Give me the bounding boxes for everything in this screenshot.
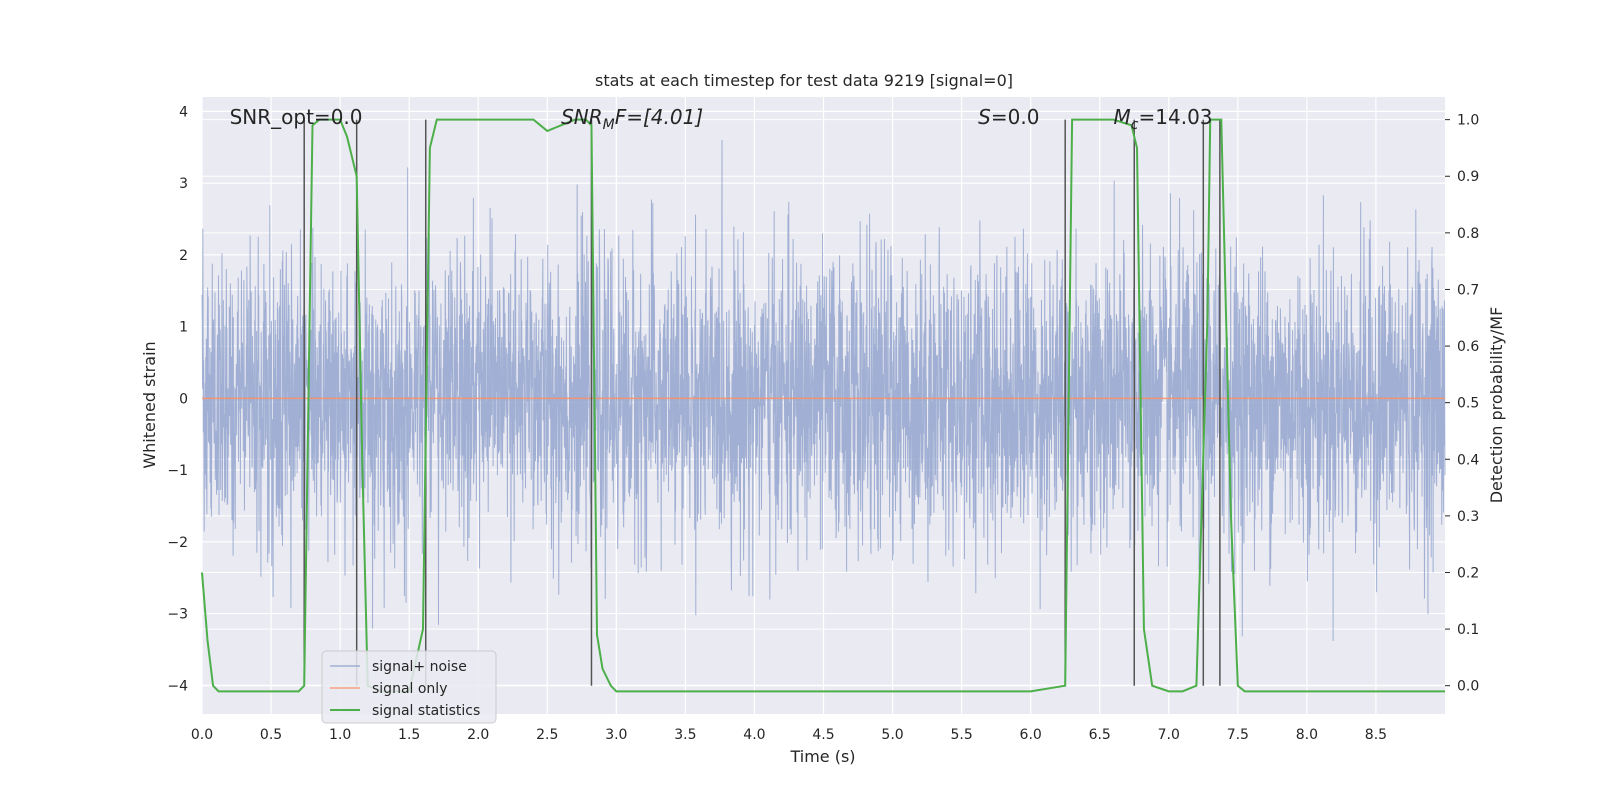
- x-tick-label: 2.5: [536, 727, 558, 743]
- x-tick-label: 2.0: [467, 727, 489, 743]
- x-tick-label: 0.0: [191, 727, 213, 743]
- y-tick-label-right: 0.9: [1457, 169, 1479, 185]
- y-tick-label-right: 0.8: [1457, 226, 1479, 242]
- y-tick-label-left: 3: [179, 176, 188, 192]
- x-tick-label: 0.5: [260, 727, 282, 743]
- legend-label-2: signal statistics: [372, 703, 480, 719]
- signal-noise-series: [201, 140, 1446, 641]
- x-tick-label: 8.5: [1365, 727, 1387, 743]
- signal-noise-line: [201, 140, 1446, 641]
- y-tick-label-left: 1: [179, 320, 188, 336]
- y-tick-label-left: 0: [179, 391, 188, 407]
- x-tick-label: 5.0: [881, 727, 903, 743]
- legend-box: [321, 650, 497, 724]
- x-tick-label: 7.5: [1227, 727, 1249, 743]
- x-tick-label: 4.5: [812, 727, 834, 743]
- chart-title: stats at each timestep for test data 921…: [595, 71, 1013, 90]
- y-tick-label-left: −2: [167, 535, 188, 551]
- x-tick-label: 4.0: [743, 727, 765, 743]
- x-tick-label: 3.5: [674, 727, 696, 743]
- y-tick-label-left: 4: [179, 104, 188, 120]
- x-tick-label: 6.0: [1020, 727, 1042, 743]
- y-axis-right: 0.0 0.1 0.2 0.3 0.4 0.5 0.6 0.7 0.8 0.9 1.0: [1445, 113, 1479, 695]
- y-tick-label-right: 0.3: [1457, 509, 1479, 525]
- x-tick-label: 8.0: [1296, 727, 1318, 743]
- x-tick-label: 1.5: [398, 727, 420, 743]
- y-tick-label-right: 0.6: [1457, 339, 1479, 355]
- y-tick-label-left: −1: [167, 463, 188, 479]
- legend-label-1: signal only: [372, 681, 447, 697]
- x-axis-label: Time (s): [789, 747, 855, 766]
- legend-label-0: signal+ noise: [372, 659, 467, 675]
- y-tick-label-right: 0.5: [1457, 396, 1479, 412]
- vertical-markers: [303, 119, 1221, 686]
- signal-statistics-line: [201, 118, 1445, 693]
- annotation-mc: Mc=14.03: [1114, 105, 1213, 133]
- x-axis: 0.0 0.5 1.0 1.5 2.0 2.5 3.0 3.5 4.0 4.5 5.0 5.5 6.0 6…: [191, 727, 1387, 743]
- x-tick-label: 3.0: [605, 727, 627, 743]
- x-tick-label: 5.5: [950, 727, 972, 743]
- annotations: SNR_opt=0.0 SNRMF=[4.01] S=0.0 Mc=14.03: [230, 105, 1213, 133]
- y-tick-label-left: −3: [167, 607, 188, 623]
- y-axis-label-right: Detection probability/MF: [1487, 307, 1506, 504]
- y-axis-left: −4 −3 −2 −1 0 1 2 3 4: [167, 104, 188, 694]
- y-tick-label-right: 0.0: [1457, 679, 1479, 695]
- annotation-snr-opt: SNR_opt=0.0: [230, 105, 363, 129]
- y-axis-label-left: Whitened strain: [140, 341, 159, 468]
- y-tick-label-right: 0.1: [1457, 622, 1479, 638]
- y-tick-label-right: 1.0: [1457, 113, 1479, 129]
- y-tick-label-left: −4: [167, 678, 188, 694]
- x-tick-label: 1.0: [329, 727, 351, 743]
- annotation-s: S=0.0: [978, 105, 1039, 129]
- y-tick-label-right: 0.7: [1457, 282, 1479, 298]
- signal-statistics-series: [201, 118, 1445, 693]
- y-tick-label-right: 0.2: [1457, 565, 1479, 581]
- x-tick-label: 6.5: [1089, 727, 1111, 743]
- y-tick-label-right: 0.4: [1457, 452, 1479, 468]
- annotation-snr-mf: SNRMF=[4.01]: [561, 105, 703, 133]
- y-tick-label-left: 2: [179, 248, 188, 264]
- x-tick-label: 7.0: [1158, 727, 1180, 743]
- legend: signal+ noise signal only signal statistic…: [321, 650, 497, 724]
